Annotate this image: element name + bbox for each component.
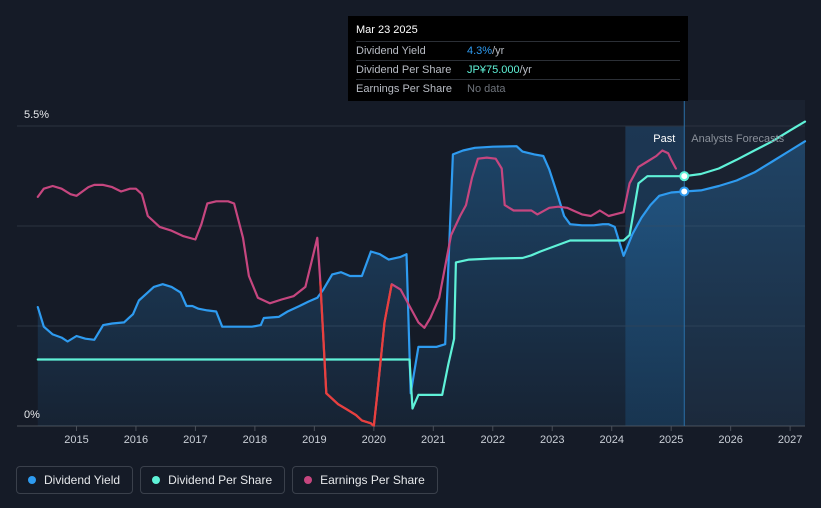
x-tick-label: 2024 [599,434,623,446]
tooltip-row-unit: /yr [519,64,532,76]
tooltip-row-value: No data [467,83,506,95]
x-tick-label: 2023 [540,434,564,446]
tooltip-row-label: Dividend Per Share [356,64,452,76]
legend-item-dividend-per-share[interactable]: Dividend Per Share [140,466,286,494]
past-label: Past [653,133,675,145]
x-tick-label: 2017 [183,434,207,446]
line-dividend-yield-forecast [683,140,807,193]
line-dividend-yield [36,145,686,395]
hover-tooltip: Mar 23 2025 Dividend Yield 4.3% /yr Divi… [348,16,688,101]
legend-dot-icon [28,476,36,484]
marker-dividend-per-share [679,171,690,182]
x-tick-label: 2019 [302,434,326,446]
x-axis-ticks: 2015 2016 2017 2018 2019 2020 2021 2022 2023 2024… [64,426,802,446]
y-tick-top: 5.5% [24,109,49,121]
x-tick-label: 2021 [421,434,445,446]
series-lines [36,120,807,428]
area-fills [37,141,805,427]
legend-label: Dividend Per Share [168,473,273,487]
x-tick-label: 2027 [778,434,802,446]
tooltip-row: Dividend Yield 4.3% /yr [356,42,680,61]
x-tick-label: 2020 [362,434,386,446]
legend-label: Dividend Yield [44,473,121,487]
forecast-label: Analysts Forecasts [691,133,784,145]
current-date-markers [679,171,690,197]
x-tick-label: 2018 [243,434,267,446]
legend-item-dividend-yield[interactable]: Dividend Yield [16,466,134,494]
tooltip-row: Dividend Per Share JP¥75.000 /yr [356,61,680,80]
line-dividend-per-share [36,175,686,410]
legend-dot-icon [152,476,161,484]
y-tick-bottom: 0% [24,409,40,421]
x-tick-label: 2026 [718,434,742,446]
x-tick-label: 2025 [659,434,683,446]
line-earnings-per-share-loss-segment [319,281,393,428]
tooltip-row-value: 4.3% [467,45,493,57]
legend-dot-icon [304,476,313,484]
x-tick-label: 2022 [481,434,505,446]
tooltip-row-label: Dividend Yield [356,45,426,57]
tooltip-row: Earnings Per Share No data [356,80,680,98]
tooltip-row-label: Earnings Per Share [356,83,452,95]
tooltip-date: Mar 23 2025 [356,24,680,42]
line-dividend-per-share-forecast [683,120,807,178]
marker-dividend-yield [679,186,690,197]
x-tick-label: 2015 [64,434,88,446]
area-dividend-yield [37,146,685,426]
legend: Dividend Yield Dividend Per Share Earnin… [16,466,438,494]
tooltip-row-value: JP¥75.000 [467,64,520,76]
legend-item-earnings-per-share[interactable]: Earnings Per Share [292,466,438,494]
area-dividend-yield-forecast [684,141,805,427]
tooltip-row-unit: /yr [492,45,505,57]
x-tick-label: 2016 [124,434,148,446]
legend-label: Earnings Per Share [320,473,425,487]
